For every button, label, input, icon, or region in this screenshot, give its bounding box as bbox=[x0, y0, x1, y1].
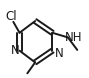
Text: Cl: Cl bbox=[5, 10, 17, 23]
Text: N: N bbox=[55, 47, 63, 60]
Text: NH: NH bbox=[65, 31, 82, 44]
Text: N: N bbox=[11, 44, 20, 57]
